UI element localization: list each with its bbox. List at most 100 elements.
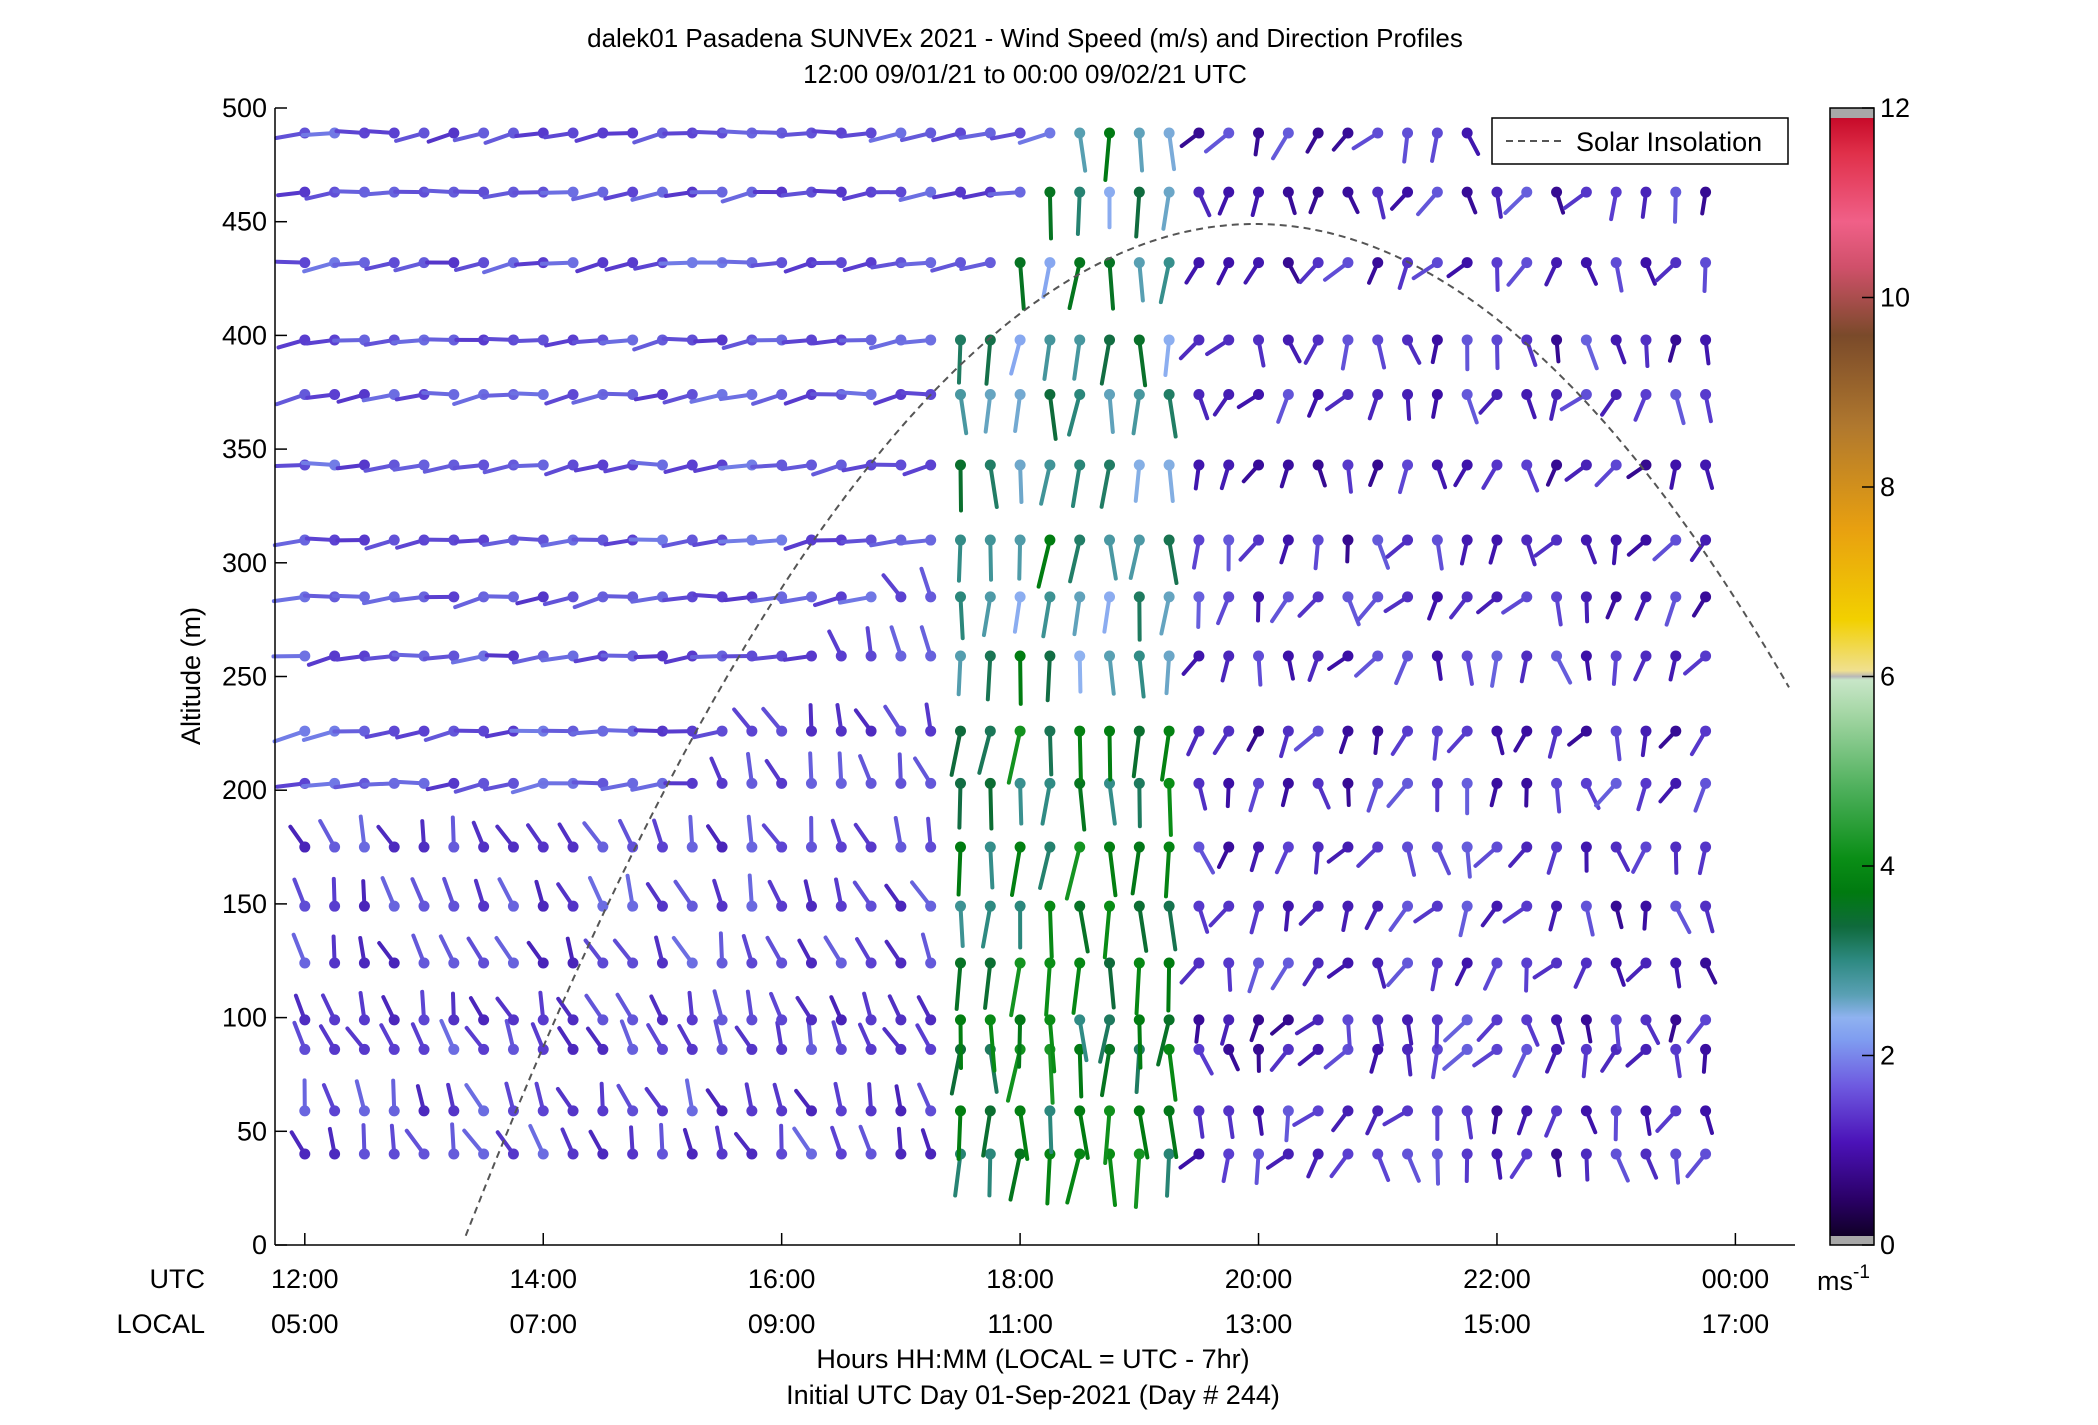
wind-vector-head (567, 650, 579, 662)
wind-vector-head (1104, 900, 1116, 912)
wind-vector-head (597, 257, 609, 269)
wind-vector-head (1104, 957, 1116, 969)
wind-vector-head (1670, 777, 1682, 789)
wind-vector-head (805, 957, 817, 969)
wind-vector-head (895, 1105, 907, 1117)
wind-vector-head (686, 957, 698, 969)
wind-vector-head (1014, 334, 1026, 346)
wind-vector-head (656, 1148, 668, 1160)
wind-vector-head (1223, 186, 1235, 198)
plot-area (275, 108, 1795, 1245)
wind-vector-head (1670, 591, 1682, 603)
wind-vector-head (1133, 459, 1145, 471)
wind-vector-head (1193, 186, 1205, 198)
x-tick-label-utc: 20:00 (1225, 1264, 1293, 1294)
wind-vector (1167, 538, 1179, 585)
wind-vector-head (1461, 777, 1473, 789)
wind-vector-head (895, 127, 907, 139)
wind-vector-head (1461, 591, 1473, 603)
wind-vector-head (1104, 777, 1116, 789)
wind-vector-head (835, 777, 847, 789)
wind-vector-head (1670, 389, 1682, 401)
wind-vector-head (1431, 1014, 1443, 1026)
wind-vector-head (1044, 334, 1056, 346)
wind-vector-head (895, 186, 907, 198)
wind-vector (1167, 392, 1178, 439)
wind-vector-head (1133, 1014, 1145, 1026)
wind-vector (1077, 781, 1087, 832)
wind-vector-head (835, 591, 847, 603)
wind-vector-head (418, 591, 430, 603)
wind-vector (957, 781, 963, 830)
wind-vector-head (686, 900, 698, 912)
wind-vector-head (954, 591, 966, 603)
wind-vector-head (478, 1105, 490, 1117)
wind-vector (1167, 904, 1178, 952)
wind-vector-head (776, 841, 788, 853)
wind-vector (1167, 781, 1173, 837)
wind-vector-head (656, 841, 668, 853)
wind-vector-head (1580, 957, 1592, 969)
wind-vector-head (1461, 900, 1473, 912)
colorbar-tick-label: 12 (1880, 93, 1910, 123)
wind-vector (954, 961, 963, 1011)
wind-vector-head (1491, 957, 1503, 969)
wind-vector-head (1461, 186, 1473, 198)
wind-vector (1100, 1047, 1112, 1098)
wind-vector-head (1104, 1043, 1116, 1055)
wind-vector-head (1342, 1148, 1354, 1160)
wind-vector-head (984, 725, 996, 737)
wind-vector-head (1223, 725, 1235, 737)
wind-vector (1167, 1108, 1179, 1160)
wind-vector-head (1282, 127, 1294, 139)
wind-vector-head (388, 389, 400, 401)
wind-vector-head (656, 900, 668, 912)
wind-vector-head (865, 1148, 877, 1160)
y-axis-label: Altitude (m) (176, 607, 206, 745)
wind-vector-head (1193, 334, 1205, 346)
wind-vector-head (746, 900, 758, 912)
wind-vector-head (835, 459, 847, 471)
wind-vector (1167, 131, 1177, 172)
wind-vector-head (984, 1105, 996, 1117)
wind-vector-head (1014, 534, 1026, 546)
wind-vector-head (1610, 389, 1622, 401)
wind-vector-head (1670, 650, 1682, 662)
wind-vector (1098, 1017, 1112, 1064)
wind-vector-head (1431, 841, 1443, 853)
wind-vector-head (597, 900, 609, 912)
wind-vector-head (776, 1105, 788, 1117)
wind-vector (1131, 392, 1142, 436)
wind-vector-head (537, 591, 549, 603)
wind-vector-head (1223, 777, 1235, 789)
wind-vector-head (1402, 1043, 1414, 1055)
wind-vector-head (358, 725, 370, 737)
wind-vector-head (1670, 334, 1682, 346)
wind-vector (1036, 538, 1052, 589)
wind-vector-head (805, 591, 817, 603)
wind-vector-head (805, 777, 817, 789)
wind-vector-head (686, 389, 698, 401)
wind-vector-head (1461, 127, 1473, 139)
wind-vector-head (1372, 1105, 1384, 1117)
wind-vector-head (1163, 777, 1175, 789)
wind-vector-head (1312, 534, 1324, 546)
wind-vector-head (1193, 257, 1205, 269)
wind-vector (1045, 654, 1052, 703)
wind-vector-head (1133, 389, 1145, 401)
wind-vector-head (1670, 841, 1682, 853)
wind-vector (1161, 190, 1172, 231)
wind-vector-head (1253, 459, 1265, 471)
wind-vector-head (656, 1105, 668, 1117)
wind-vector-head (1551, 777, 1563, 789)
wind-vector (981, 1108, 993, 1158)
wind-vector-head (567, 257, 579, 269)
wind-vector (1137, 781, 1142, 829)
wind-vector-head (1223, 900, 1235, 912)
wind-vector (1012, 594, 1023, 634)
wind-vector-head (1640, 186, 1652, 198)
wind-vector-head (1640, 725, 1652, 737)
wind-vector-head (1074, 257, 1086, 269)
wind-vector-head (507, 1043, 519, 1055)
wind-vector-head (1104, 459, 1116, 471)
